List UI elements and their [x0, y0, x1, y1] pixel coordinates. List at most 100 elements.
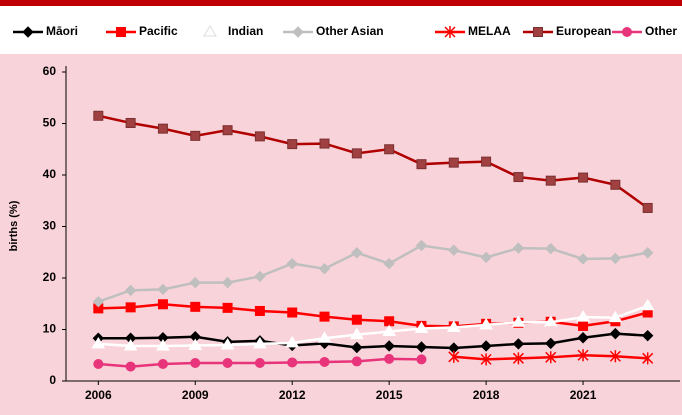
marker	[220, 337, 235, 350]
marker	[415, 239, 428, 252]
legend-marker	[22, 26, 34, 38]
marker	[287, 139, 298, 150]
marker	[576, 310, 590, 322]
marker	[446, 320, 461, 332]
marker	[254, 270, 266, 283]
marker	[416, 159, 427, 170]
marker	[319, 356, 330, 367]
marker	[190, 130, 201, 141]
legend-label: MELAA	[468, 24, 511, 38]
marker	[92, 295, 105, 308]
marker	[384, 316, 395, 327]
marker	[222, 302, 233, 313]
marker	[157, 283, 169, 296]
marker	[189, 276, 201, 289]
legend-label: Other Asian	[316, 24, 384, 38]
marker	[448, 350, 460, 363]
marker	[610, 179, 621, 190]
marker	[480, 353, 492, 366]
legend-item: Māori	[13, 24, 78, 38]
marker	[577, 332, 589, 344]
legend-item: Pacific	[106, 24, 178, 38]
marker	[349, 327, 364, 340]
y-tick-label: 0	[49, 373, 56, 387]
marker	[285, 335, 300, 348]
legend-item: MELAA	[435, 24, 511, 38]
legend-marker	[533, 27, 543, 37]
marker	[319, 311, 330, 322]
marker	[609, 350, 621, 363]
marker	[608, 310, 623, 323]
marker	[222, 357, 233, 368]
marker	[479, 317, 493, 330]
legend-item: Other Asian	[283, 24, 384, 38]
marker	[512, 242, 525, 254]
marker	[577, 253, 589, 265]
marker	[253, 336, 267, 349]
legend-marker	[444, 26, 456, 38]
legend-label: European	[556, 24, 611, 38]
marker	[577, 349, 589, 362]
marker	[480, 251, 492, 264]
marker	[382, 324, 397, 337]
legend-item: Other	[612, 24, 677, 38]
marker	[91, 336, 106, 349]
marker	[93, 359, 104, 370]
x-tick-label: 2006	[85, 388, 112, 402]
marker	[414, 321, 429, 333]
marker	[513, 172, 524, 183]
marker	[124, 284, 137, 297]
marker	[578, 320, 589, 331]
marker	[254, 357, 265, 368]
marker	[318, 263, 331, 275]
legend-item: Indian	[195, 24, 263, 38]
x-tick-label: 2009	[182, 388, 209, 402]
marker	[317, 331, 332, 343]
marker	[416, 354, 427, 365]
marker	[640, 298, 655, 311]
marker	[222, 125, 233, 136]
marker	[125, 302, 136, 313]
marker	[545, 242, 557, 255]
marker	[188, 338, 203, 350]
marker	[543, 315, 558, 327]
marker	[609, 252, 622, 265]
legend-marker	[292, 26, 304, 38]
legend-label: Other	[645, 24, 677, 38]
marker	[512, 338, 525, 350]
marker	[480, 340, 492, 352]
y-tick-label: 20	[43, 270, 57, 284]
legend-label: Indian	[228, 24, 263, 38]
marker	[351, 356, 362, 367]
marker	[351, 314, 362, 325]
marker	[448, 157, 459, 168]
legend-item: European	[523, 24, 611, 38]
marker	[642, 202, 653, 213]
series-line	[98, 114, 649, 209]
marker	[125, 117, 136, 128]
x-tick-label: 2012	[279, 388, 306, 402]
marker	[287, 307, 298, 318]
y-axis-label: births (%)	[8, 200, 20, 251]
marker	[351, 247, 363, 259]
y-tick-label: 30	[43, 219, 57, 233]
y-tick-label: 50	[43, 116, 57, 130]
marker	[351, 148, 362, 159]
top-strip	[0, 0, 682, 6]
legend-marker	[622, 27, 632, 37]
marker	[157, 299, 168, 310]
y-tick-label: 40	[43, 167, 57, 181]
legend-label: Māori	[46, 24, 78, 38]
marker	[157, 359, 168, 370]
legend-marker	[203, 25, 217, 37]
marker	[190, 301, 201, 312]
marker	[448, 244, 460, 256]
marker	[125, 361, 136, 372]
legend-marker	[116, 27, 126, 37]
series-line	[98, 304, 649, 348]
marker	[221, 276, 234, 289]
marker	[254, 305, 265, 316]
y-tick-label: 60	[43, 64, 57, 78]
marker	[156, 339, 170, 351]
marker	[512, 352, 524, 365]
